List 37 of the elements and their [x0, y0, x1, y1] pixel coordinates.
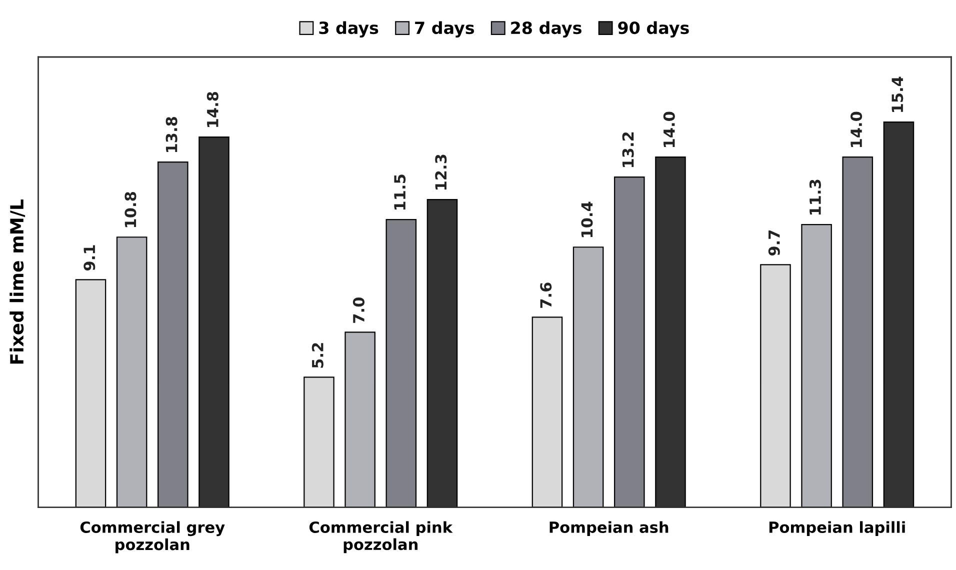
- data-label: 9.7: [768, 230, 780, 256]
- bar: [801, 224, 832, 508]
- x-tick-label: Pompeian ash: [550, 521, 668, 536]
- bar: [344, 332, 376, 508]
- data-label: 13.2: [622, 132, 634, 168]
- legend-label: 28 days: [511, 21, 582, 38]
- bar: [572, 246, 604, 508]
- data-label: 11.3: [809, 180, 821, 215]
- legend-label: 90 days: [618, 21, 689, 38]
- data-label: 7.6: [540, 282, 552, 308]
- bar: [304, 376, 334, 508]
- bar: [158, 162, 188, 508]
- bar: [75, 279, 106, 508]
- bar: [842, 156, 874, 508]
- y-axis-title: Fixed lime mM/L: [10, 200, 26, 364]
- bar: [614, 176, 645, 508]
- x-tick-label: Commercial pink pozzolan: [309, 521, 453, 554]
- data-label: 14.0: [850, 112, 862, 148]
- bar: [116, 236, 148, 508]
- data-label: 14.8: [206, 92, 218, 127]
- data-label: 10.8: [124, 192, 136, 228]
- x-tick-label: Commercial grey pozzolan: [80, 521, 225, 554]
- data-label: 5.2: [312, 343, 324, 368]
- x-tick-label: Pompeian lapilli: [769, 521, 905, 536]
- legend-label: 3 days: [319, 21, 378, 38]
- data-label: 9.1: [84, 245, 96, 271]
- data-label: 10.4: [581, 202, 593, 238]
- data-label: 15.4: [892, 76, 904, 112]
- bar: [760, 264, 791, 508]
- legend-label: 7 days: [415, 21, 474, 38]
- data-label: 13.8: [166, 116, 178, 152]
- data-label: 14.0: [663, 112, 675, 148]
- data-label: 11.5: [394, 174, 406, 210]
- bar: [386, 219, 417, 508]
- data-label: 12.3: [435, 154, 447, 190]
- data-label: 7.0: [352, 298, 364, 323]
- bar: [532, 316, 563, 508]
